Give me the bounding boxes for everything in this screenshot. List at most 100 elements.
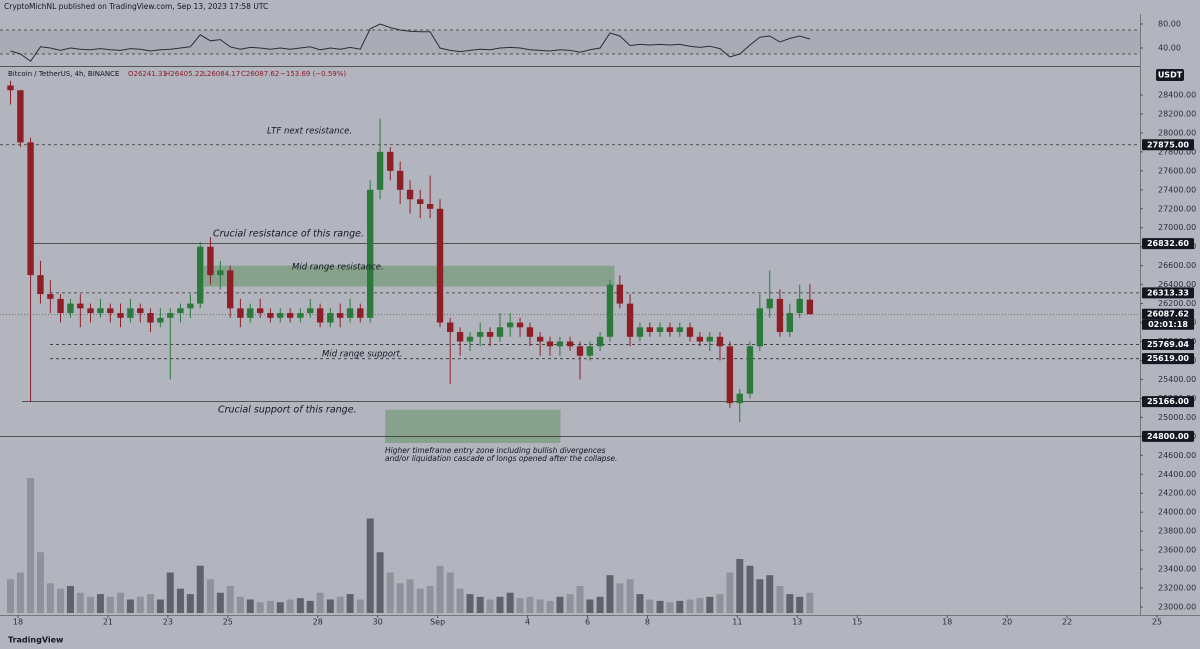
candle-body	[436, 208, 444, 323]
candle-body	[127, 308, 134, 318]
volume-bar	[806, 592, 814, 613]
volume-bar	[306, 600, 314, 613]
y-tick-label: 24600.00	[1158, 451, 1196, 460]
volume-bar	[366, 518, 374, 613]
volume-bar	[796, 596, 804, 613]
candle-body	[187, 303, 194, 309]
candle-body	[776, 298, 784, 333]
volume-bar	[536, 599, 544, 613]
volume-bar	[326, 599, 334, 613]
volume-bar	[386, 572, 394, 613]
candle-body	[447, 322, 454, 333]
volume-bar	[656, 600, 664, 613]
volume-bar	[216, 592, 224, 613]
volume-bar	[6, 579, 14, 613]
volume-bar	[396, 583, 404, 613]
candle-body	[157, 317, 164, 323]
candle-body	[376, 151, 384, 190]
level-label: 25769.04	[1147, 340, 1189, 349]
candle-body	[586, 346, 594, 356]
candle-body	[546, 341, 554, 347]
y-tick-label: 27400.00	[1158, 185, 1196, 194]
candle-body	[806, 299, 814, 315]
y-tick-label: 26600.00	[1158, 261, 1196, 270]
volume-bar	[746, 565, 754, 613]
candle-body	[716, 336, 724, 347]
x-tick-label: 25	[1152, 618, 1162, 627]
y-tick-label: 24200.00	[1158, 489, 1196, 498]
level-box	[1142, 238, 1194, 250]
candle-body	[256, 308, 264, 314]
ohlc-value: C26087.62	[241, 70, 279, 78]
level-box	[1142, 396, 1194, 408]
annotation: and/or liquidation cascade of longs open…	[385, 454, 617, 463]
volume-bar	[676, 600, 684, 613]
candle-body	[666, 327, 674, 333]
y-tick-label: 26200.00	[1158, 299, 1196, 308]
volume-bar	[256, 602, 264, 613]
x-tick-label: 25	[223, 618, 233, 627]
levels	[0, 144, 1140, 437]
rsi-tick-label: 80.00	[1158, 20, 1181, 29]
candle-body	[197, 246, 204, 304]
level-label: 25619.00	[1147, 354, 1189, 363]
level-label: 26832.60	[1147, 239, 1189, 248]
volume-bar	[296, 598, 304, 613]
countdown-box	[1142, 319, 1194, 330]
candle-body	[107, 308, 114, 314]
candle-body	[456, 332, 464, 342]
volume-bar	[606, 575, 614, 613]
volume-bar	[766, 575, 774, 613]
candle-body	[466, 336, 474, 342]
annotations: LTF next resistance. Crucial resistance o…	[213, 127, 617, 464]
volume-bar	[166, 572, 174, 613]
volume-bar	[156, 599, 164, 613]
volume-bar	[756, 579, 764, 613]
volume-bar	[506, 592, 514, 613]
candle-body	[476, 332, 484, 337]
volume-bar	[96, 594, 104, 613]
level-box	[1142, 287, 1194, 299]
volume-bar	[686, 599, 694, 613]
candle-body	[566, 341, 574, 347]
candle-body	[147, 313, 154, 323]
candle-body	[137, 308, 144, 314]
y-tick-label: 23400.00	[1158, 565, 1196, 574]
candle-body	[656, 327, 664, 333]
x-tick-label: 13	[792, 618, 802, 627]
volume-bar	[626, 579, 634, 613]
volume-bar	[406, 579, 414, 613]
zone	[385, 409, 561, 443]
brand: TradingView	[8, 636, 64, 645]
level-label: 27875.00	[1147, 140, 1189, 149]
volume-bar	[706, 596, 714, 613]
candle-body	[346, 308, 354, 318]
volume-bar	[136, 596, 144, 613]
candle-body	[217, 270, 224, 276]
volume-bar	[66, 586, 74, 613]
volume-bar	[576, 586, 584, 613]
volume-bar	[786, 594, 794, 613]
volume-bar	[87, 596, 95, 613]
volume-bar	[106, 596, 114, 613]
x-tick-label: 4	[525, 618, 530, 627]
candle-body	[706, 336, 713, 342]
candle-body	[736, 393, 743, 404]
currency-box	[1156, 69, 1184, 81]
volume-bar	[57, 588, 65, 613]
x-tick-label: 21	[103, 618, 113, 627]
candle-body	[626, 303, 634, 337]
candle-body	[506, 322, 514, 328]
candles	[7, 80, 814, 423]
ohlc-value: O26241.31	[128, 70, 167, 78]
candle-body	[536, 336, 544, 342]
candle-body	[766, 298, 773, 309]
level-label: 25166.00	[1147, 397, 1189, 406]
volume-bar	[476, 596, 484, 613]
x-tick-label: 20	[1002, 618, 1012, 627]
volume-bar	[716, 594, 724, 613]
volume-bar	[466, 594, 474, 613]
level-label: 24800.00	[1147, 432, 1189, 441]
